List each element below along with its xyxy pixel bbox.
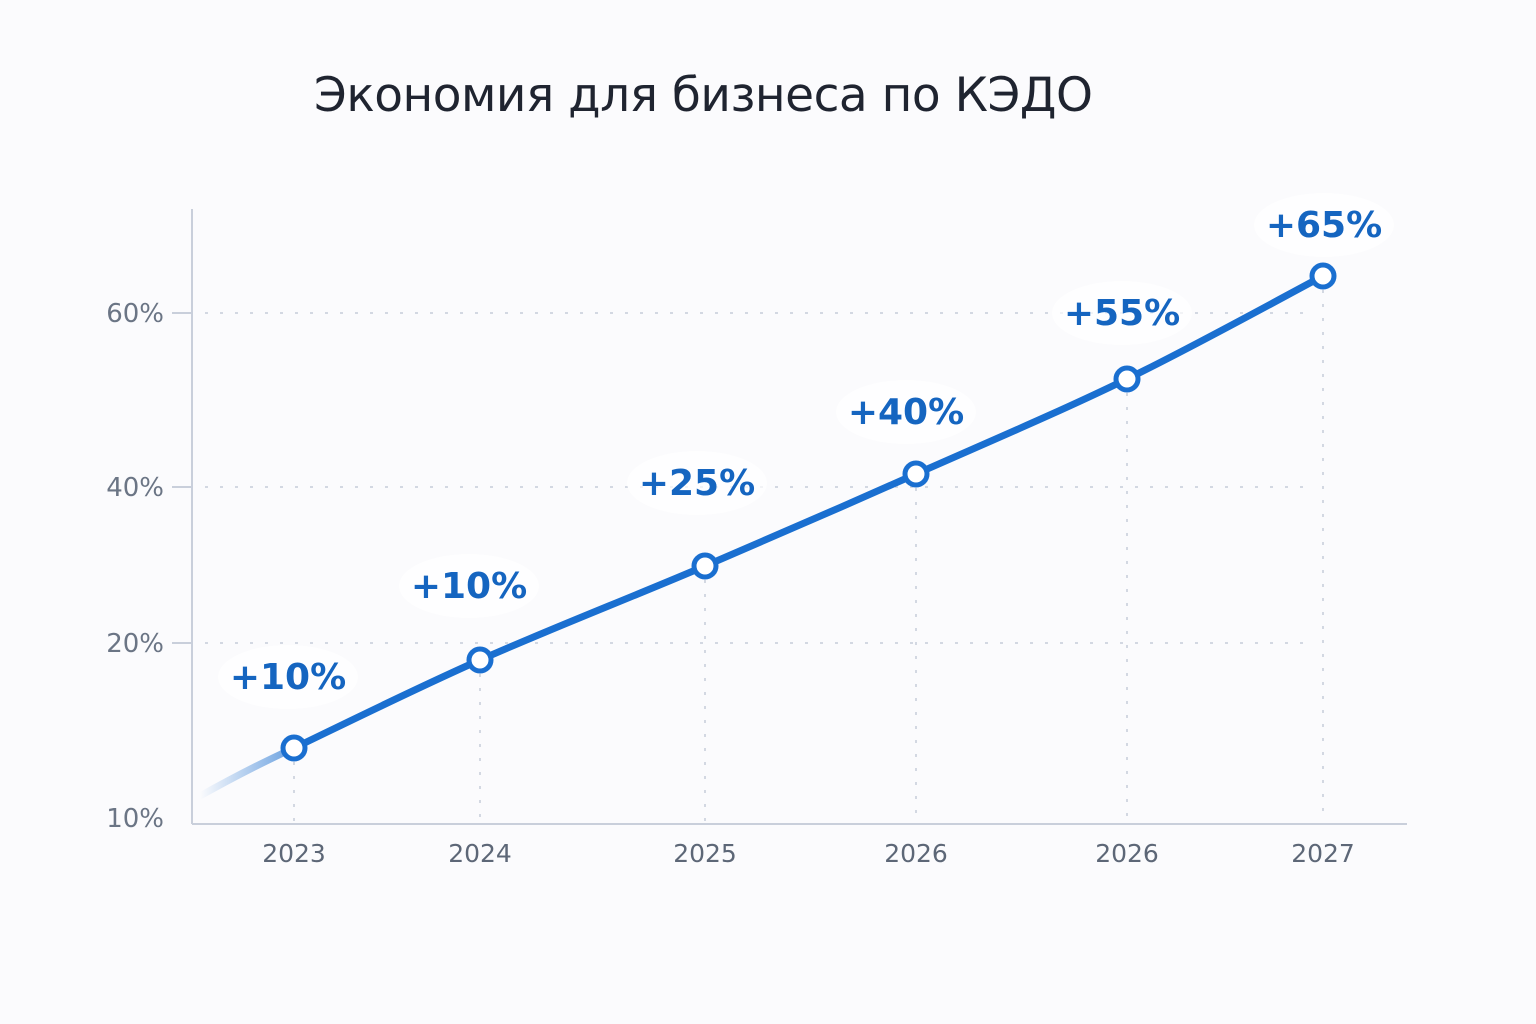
x-tick-label: 2024 xyxy=(448,839,512,868)
data-labels: +10% +10% +25% +40% +55% +65% xyxy=(218,193,1394,709)
data-value-label: +10% xyxy=(411,566,527,607)
y-tick-label: 20% xyxy=(106,629,164,659)
data-value-label: +10% xyxy=(230,657,346,698)
data-markers xyxy=(280,262,1337,762)
data-point-marker[interactable] xyxy=(280,734,308,762)
y-tick-label: 60% xyxy=(106,299,164,329)
data-point-marker[interactable] xyxy=(1309,262,1337,290)
x-tick-label: 2026 xyxy=(884,839,948,868)
label-halo xyxy=(836,380,976,444)
label-halo xyxy=(1254,193,1394,257)
line-lead-in xyxy=(196,744,298,800)
grid-lines xyxy=(205,290,1324,822)
label-halo xyxy=(1052,281,1192,345)
x-tick-label: 2023 xyxy=(262,839,326,868)
label-halo xyxy=(627,451,767,515)
data-point-marker[interactable] xyxy=(1113,365,1141,393)
y-tick-label: 10% xyxy=(106,804,164,834)
data-value-label: +25% xyxy=(639,463,755,504)
data-point-marker[interactable] xyxy=(466,646,494,674)
series-line xyxy=(290,272,1327,752)
y-tick-label: 40% xyxy=(106,473,164,503)
label-halo xyxy=(218,645,358,709)
y-axis-ticks: 60% 40% 20% 10% xyxy=(106,299,192,834)
data-value-label: +40% xyxy=(848,392,964,433)
x-tick-label: 2026 xyxy=(1095,839,1159,868)
data-point-marker[interactable] xyxy=(691,552,719,580)
x-axis-ticks: 2023 2024 2025 2026 2026 2027 xyxy=(262,839,1355,868)
x-tick-label: 2025 xyxy=(673,839,737,868)
x-tick-label: 2027 xyxy=(1291,839,1355,868)
data-value-label: +65% xyxy=(1266,205,1382,246)
chart-title: Экономия для бизнеса по КЭДО xyxy=(314,68,1093,123)
data-value-label: +55% xyxy=(1064,293,1180,334)
data-point-marker[interactable] xyxy=(902,460,930,488)
label-halo xyxy=(399,554,539,618)
